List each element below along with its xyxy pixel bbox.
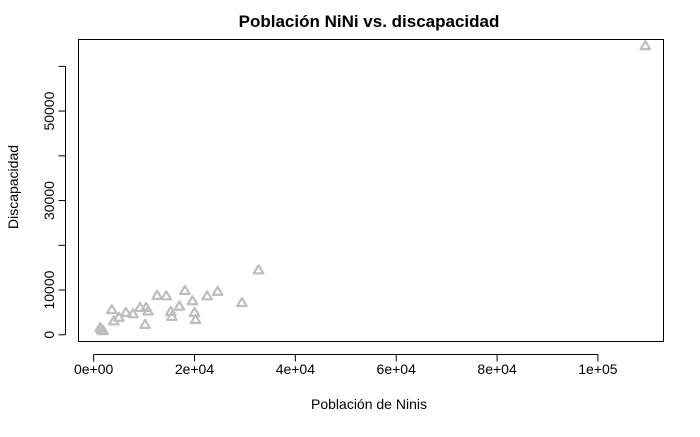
data-point: [127, 308, 139, 319]
data-point: [201, 290, 213, 301]
data-point: [211, 285, 224, 296]
y-axis: 0 10000 30000 50000: [41, 65, 66, 339]
chart-title: Población NiNi vs. discapacidad: [239, 12, 500, 31]
data-point: [105, 304, 118, 315]
x-tick-label: 2e+04: [175, 361, 215, 377]
data-point: [97, 325, 110, 336]
y-axis-label: Discapacidad: [5, 145, 21, 229]
y-tick-label: 30000: [41, 181, 57, 220]
data-point: [139, 318, 151, 330]
data-point: [142, 305, 154, 316]
y-tick-label: 10000: [41, 270, 57, 309]
x-axis: 0e+00 2e+04 4e+04 6e+04 8e+04 1e+05: [74, 354, 618, 377]
x-tick-label: 4e+04: [276, 361, 316, 377]
data-point: [252, 264, 265, 275]
data-point: [120, 306, 132, 317]
x-tick-label: 8e+04: [477, 361, 517, 377]
plot-area-frame: [78, 39, 664, 342]
data-point: [186, 295, 199, 306]
data-point: [179, 284, 191, 296]
data-point: [160, 290, 173, 301]
data-point: [189, 313, 202, 325]
x-tick-label: 0e+00: [74, 361, 114, 377]
data-point: [639, 40, 652, 51]
x-tick-label: 6e+04: [377, 361, 417, 377]
y-tick-label: 50000: [41, 91, 57, 130]
data-point: [236, 296, 248, 308]
data-point: [173, 300, 186, 311]
x-tick-label: 1e+05: [578, 361, 618, 377]
data-point: [134, 301, 146, 313]
data-point: [165, 310, 178, 321]
y-tick-label: 0: [41, 331, 57, 339]
data-point: [151, 289, 164, 300]
x-axis-label: Población de Ninis: [311, 396, 427, 412]
data-points: [94, 40, 652, 336]
